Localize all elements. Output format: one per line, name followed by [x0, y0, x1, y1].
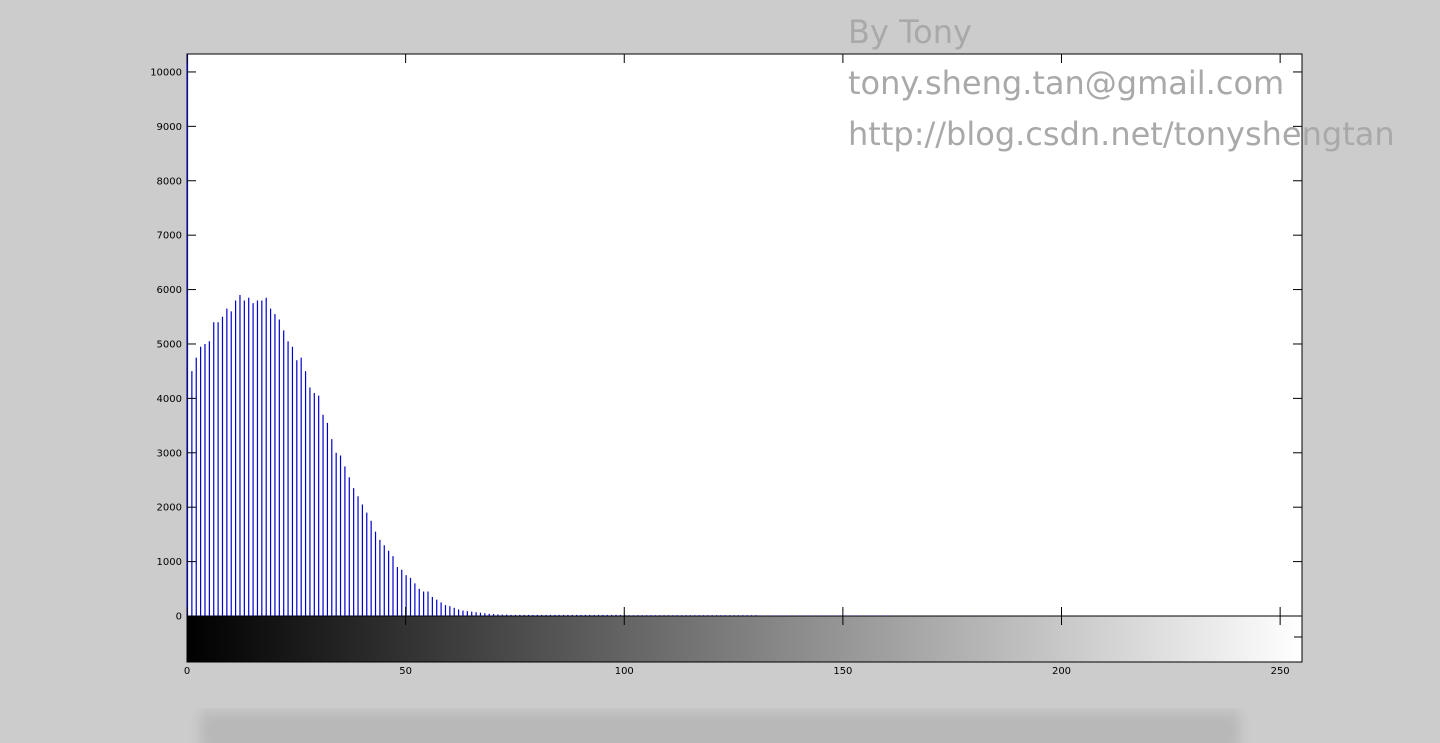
- y-tick-label: 2000: [157, 503, 182, 514]
- y-tick-label: 10000: [150, 67, 182, 78]
- x-tick-label: 100: [615, 666, 634, 677]
- y-tick-label: 9000: [157, 122, 182, 133]
- y-tick-label: 1000: [157, 557, 182, 568]
- x-tick-label: 250: [1271, 666, 1290, 677]
- x-tick-label: 50: [399, 666, 412, 677]
- watermark: By Tony: [848, 13, 972, 51]
- y-tick-label: 4000: [157, 394, 182, 405]
- watermark: http://blog.csdn.net/tonyshengtan: [848, 115, 1395, 153]
- y-tick-label: 3000: [157, 448, 182, 459]
- y-tick-label: 0: [176, 612, 182, 623]
- watermark: tony.sheng.tan@gmail.com: [848, 64, 1284, 102]
- shadow: [200, 712, 1240, 743]
- y-tick-label: 7000: [157, 231, 182, 242]
- x-tick-label: 200: [1052, 666, 1071, 677]
- y-tick-label: 8000: [157, 176, 182, 187]
- colorbar: [186, 615, 1303, 663]
- y-tick-label: 6000: [157, 285, 182, 296]
- y-tick-label: 5000: [157, 339, 182, 350]
- x-tick-label: 150: [833, 666, 852, 677]
- plot-area: [186, 53, 1303, 617]
- x-tick-label: 0: [184, 666, 190, 677]
- stems: [187, 54, 971, 616]
